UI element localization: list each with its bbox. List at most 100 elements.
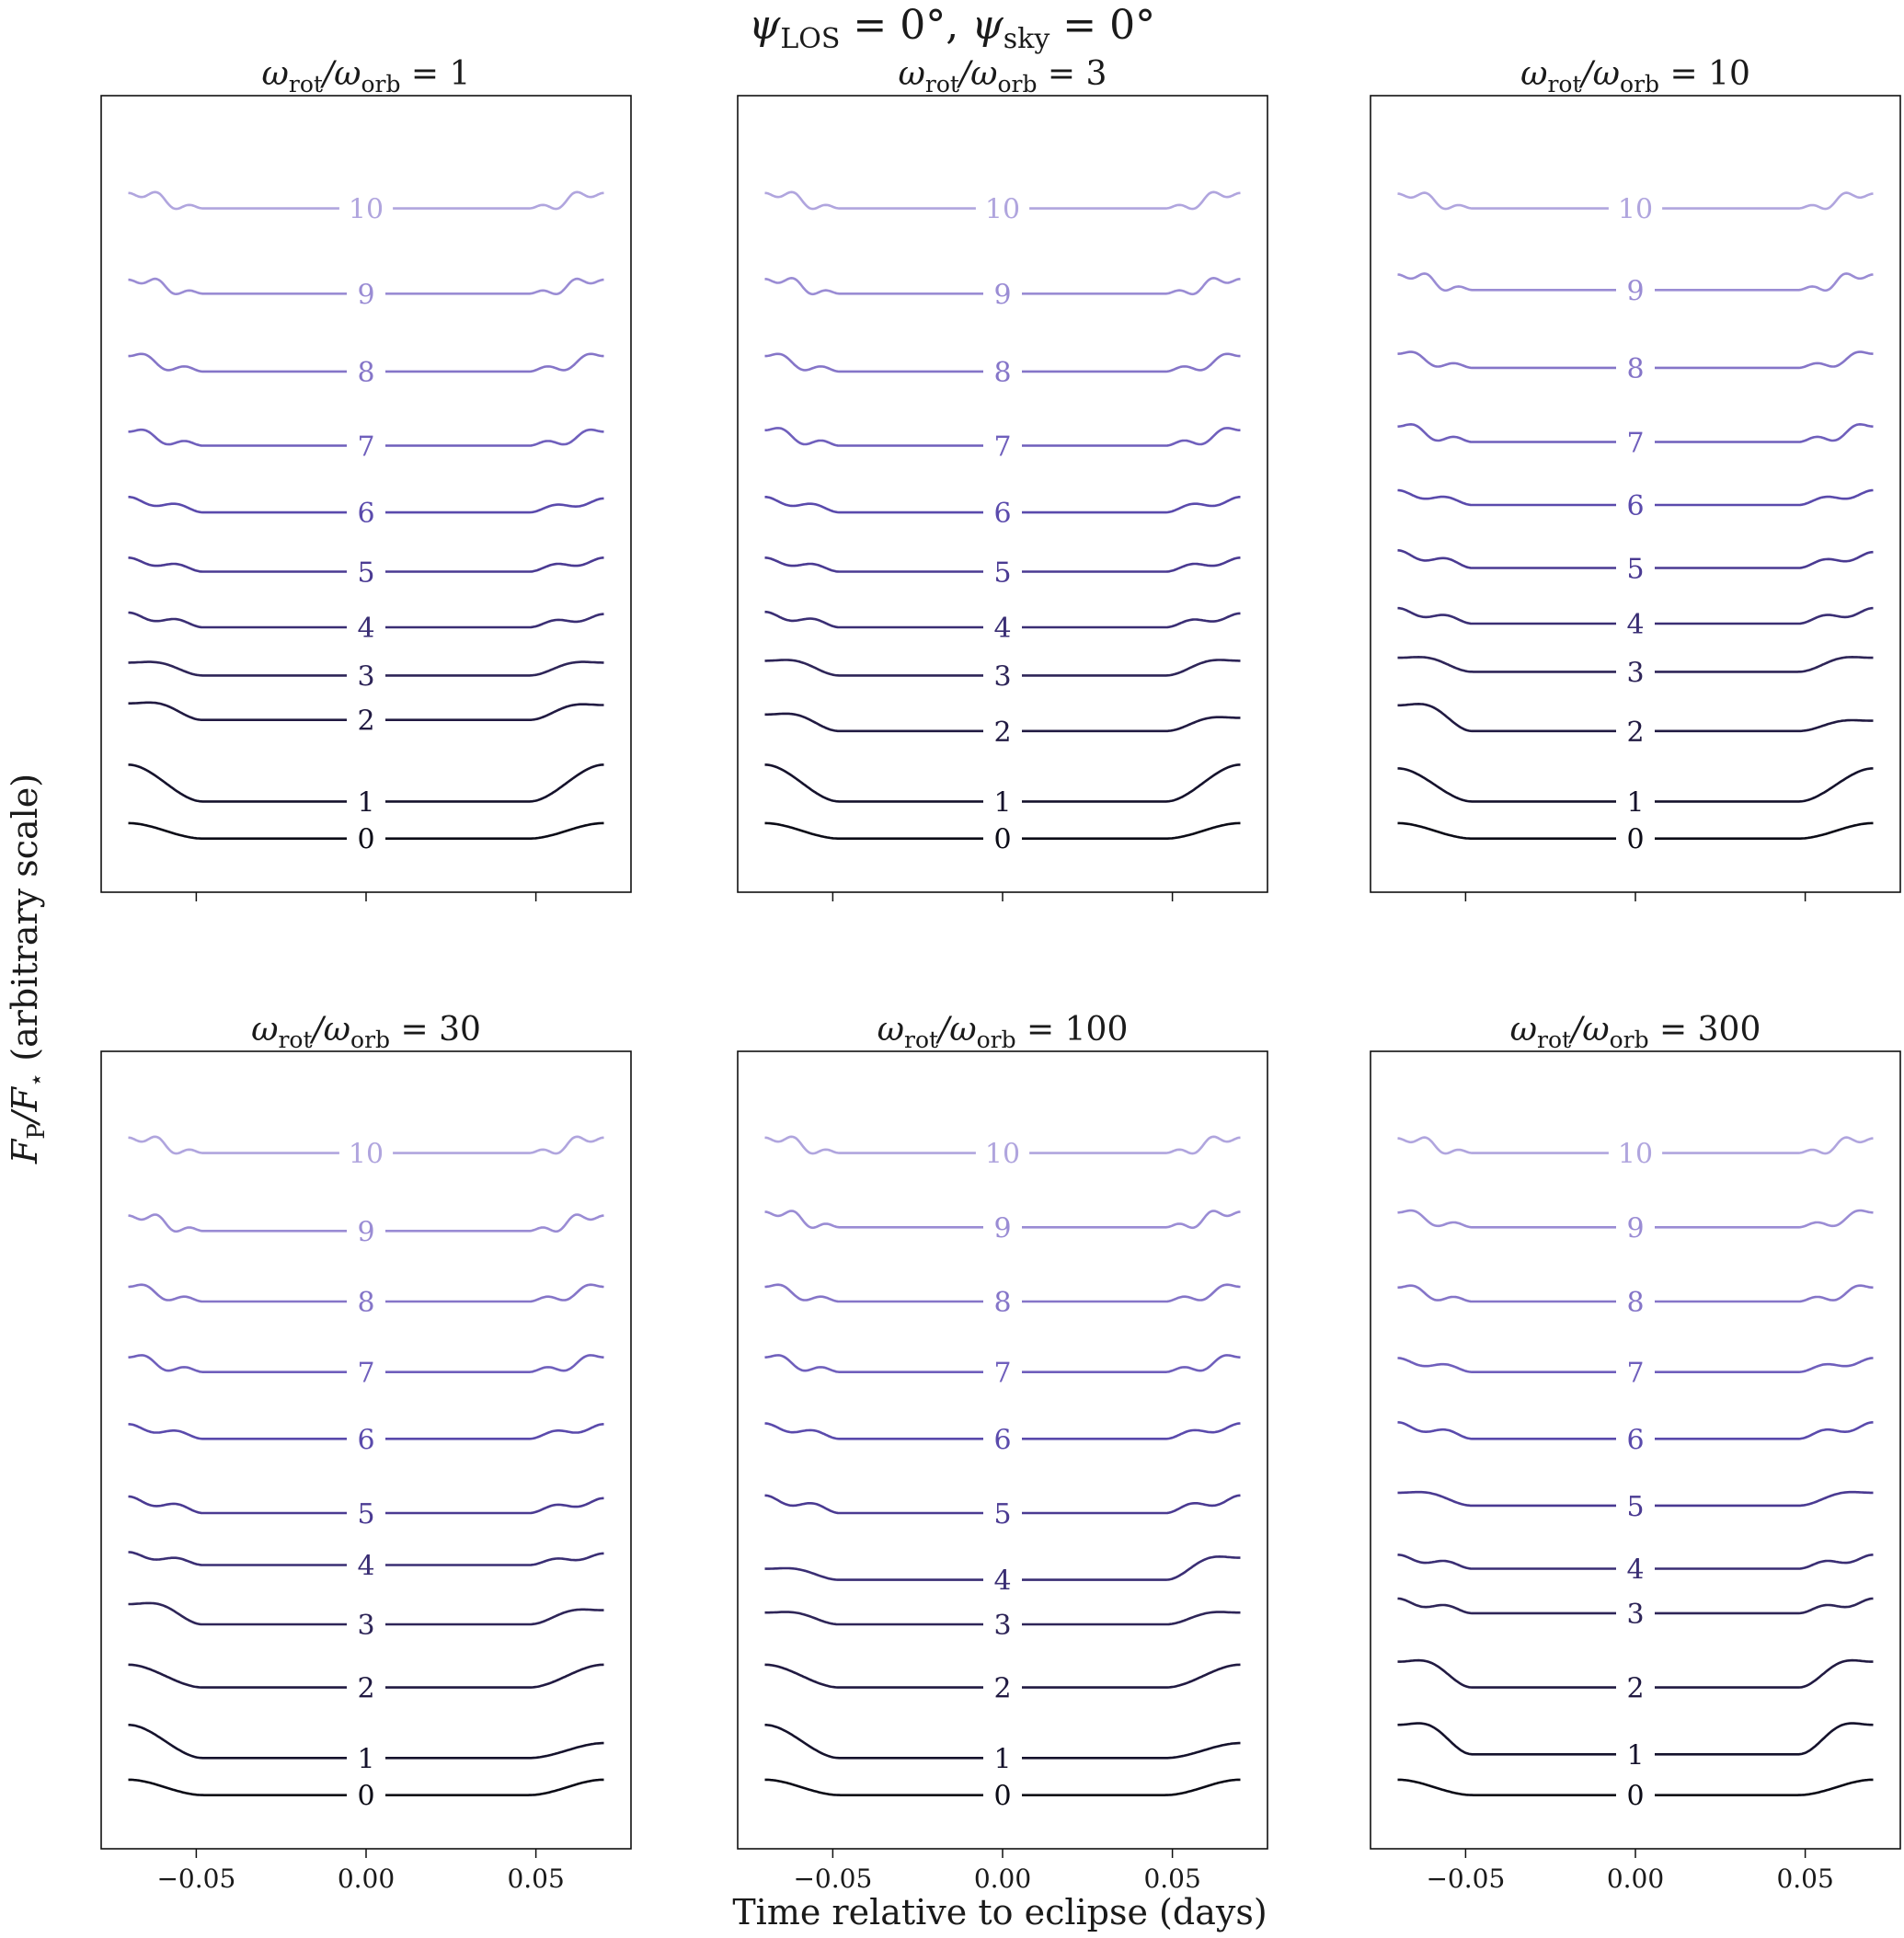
- series-label-10: 10: [349, 1139, 384, 1171]
- series-line-7-left: [128, 1354, 347, 1373]
- series-line-4-left: [1397, 606, 1616, 625]
- y-axis-label: FP/F⋆ (arbitrary scale): [5, 774, 51, 1164]
- series-line-1-left: [128, 763, 347, 803]
- x-tick-label: 0.00: [974, 1863, 1031, 1894]
- series-line-0-left: [1397, 821, 1616, 840]
- series-line-1-right: [1655, 1722, 1874, 1756]
- series-label-2: 2: [357, 705, 374, 738]
- x-tick-label: 0.00: [338, 1863, 395, 1894]
- series-line-0-left: [764, 1778, 983, 1796]
- series-label-3: 3: [1626, 657, 1644, 689]
- series-line-2-left: [764, 712, 983, 733]
- series-line-4-right: [1655, 606, 1874, 625]
- series-label-10: 10: [985, 1139, 1020, 1171]
- panel-title: ωrot/ωorb = 3: [899, 55, 1107, 97]
- x-tick-label: −0.05: [793, 1863, 872, 1894]
- series-line-10-right: [1662, 191, 1874, 211]
- series-line-7-right: [1022, 1354, 1241, 1373]
- series-line-2-left: [128, 1663, 347, 1689]
- series-line-2-right: [385, 1663, 604, 1689]
- series-line-0-left: [1397, 1778, 1616, 1796]
- series-line-4-left: [128, 611, 347, 629]
- series-line-4-right: [1022, 612, 1241, 629]
- series-line-10-right: [393, 1135, 604, 1155]
- series-line-6-right: [1655, 488, 1874, 507]
- series-line-0-left: [764, 821, 983, 840]
- series-label-2: 2: [993, 717, 1011, 749]
- series-line-6-left: [1397, 488, 1616, 507]
- series-line-3-left: [764, 659, 983, 677]
- series-line-3-left: [1397, 655, 1616, 673]
- series-label-4: 4: [357, 1550, 374, 1582]
- series-line-7-right: [1655, 422, 1874, 443]
- series-label-5: 5: [1626, 1491, 1644, 1523]
- series-line-1-left: [764, 763, 983, 803]
- series-line-1-right: [385, 763, 604, 803]
- series-label-2: 2: [357, 1673, 374, 1705]
- series-line-5-right: [1022, 1494, 1241, 1515]
- series-label-1: 1: [1626, 1739, 1644, 1772]
- series-line-6-right: [1022, 496, 1241, 514]
- series-label-4: 4: [993, 613, 1011, 645]
- series-label-9: 9: [357, 1216, 374, 1248]
- series-label-9: 9: [993, 279, 1011, 311]
- series-line-3-left: [128, 660, 347, 677]
- series-line-8-left: [1397, 350, 1616, 370]
- panel-4: ωrot/ωorb = 30 −0.05 0.00 0.05 0 1 2 3 4 5 6 7 8 9 10: [100, 1011, 632, 1894]
- series-line-5-right: [1022, 556, 1241, 573]
- series-label-6: 6: [993, 498, 1011, 530]
- series-line-5-right: [385, 556, 604, 573]
- series-line-1-right: [1022, 763, 1241, 803]
- series-line-9-left: [764, 276, 983, 296]
- series-label-0: 0: [993, 824, 1011, 856]
- series-label-0: 0: [1626, 824, 1644, 856]
- series-line-2-right: [1655, 718, 1874, 733]
- series-label-7: 7: [993, 431, 1011, 464]
- series-line-9-right: [1022, 276, 1241, 296]
- series-line-2-right: [1022, 716, 1241, 733]
- panel-title: ωrot/ωorb = 30: [251, 1011, 481, 1053]
- series-line-4-left: [1397, 1554, 1616, 1570]
- series-line-10-right: [393, 190, 604, 211]
- series-line-8-left: [128, 1283, 347, 1303]
- series-label-10: 10: [1618, 1139, 1653, 1171]
- series-line-6-left: [128, 1423, 347, 1440]
- series-line-9-left: [128, 277, 347, 296]
- series-label-1: 1: [357, 786, 374, 819]
- series-line-1-right: [1022, 1741, 1241, 1760]
- panel-2: ωrot/ωorb = 3 0 1 2 3 4 5 6 7 8 9 10: [737, 55, 1268, 901]
- series-label-4: 4: [1626, 1554, 1644, 1587]
- series-label-3: 3: [993, 660, 1011, 693]
- series-line-4-left: [128, 1551, 347, 1566]
- series-line-9-left: [1397, 1209, 1616, 1229]
- series-label-6: 6: [357, 498, 374, 530]
- series-line-5-left: [764, 1494, 983, 1515]
- series-line-2-left: [764, 1663, 983, 1689]
- series-label-7: 7: [993, 1358, 1011, 1390]
- series-line-6-right: [1655, 1421, 1874, 1440]
- series-line-9-left: [764, 1210, 983, 1230]
- series-line-0-left: [128, 1778, 347, 1796]
- series-line-4-left: [764, 610, 983, 629]
- panel-1: ωrot/ωorb = 1 0 1 2 3 4 5 6 7 8 9 10: [100, 55, 632, 901]
- series-label-1: 1: [1626, 786, 1644, 819]
- x-tick-label: 0.00: [1607, 1863, 1664, 1894]
- series-label-2: 2: [1626, 717, 1644, 749]
- series-line-4-right: [1022, 1554, 1241, 1581]
- series-label-8: 8: [1626, 1287, 1644, 1319]
- x-tick-label: 0.05: [1776, 1863, 1833, 1894]
- series-line-5-right: [1655, 1490, 1874, 1508]
- series-label-4: 4: [993, 1565, 1011, 1598]
- series-line-3-right: [385, 660, 604, 677]
- series-label-2: 2: [993, 1673, 1011, 1705]
- series-line-5-left: [1397, 1490, 1616, 1508]
- series-label-3: 3: [357, 1610, 374, 1642]
- x-axis-label: Time relative to eclipse (days): [732, 1892, 1267, 1932]
- series-label-7: 7: [357, 1358, 374, 1390]
- series-line-10-left: [128, 1135, 339, 1155]
- series-line-6-left: [764, 496, 983, 514]
- series-line-8-left: [128, 352, 347, 373]
- series-line-1-right: [1655, 767, 1874, 803]
- series-label-2: 2: [1626, 1673, 1644, 1705]
